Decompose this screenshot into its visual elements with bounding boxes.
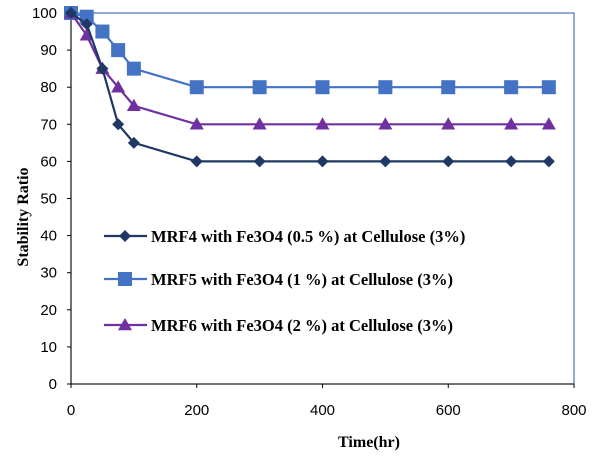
x-axis-ticks: 0 200 400 600 800 (67, 384, 587, 419)
data-point (541, 117, 556, 130)
y-axis-title: Stability Ratio (15, 167, 32, 266)
data-point (315, 80, 330, 95)
data-point (95, 24, 110, 39)
data-point (541, 80, 556, 95)
x-tick-label: 0 (67, 402, 75, 419)
data-point (316, 155, 329, 168)
data-point (504, 80, 519, 95)
y-tick-label: 90 (40, 42, 57, 59)
legend-item-3: MRF6 with Fe3O4 (2 %) at Cellulose (3%) (104, 316, 453, 335)
data-point (542, 155, 555, 168)
data-point (504, 117, 519, 130)
y-tick-label: 10 (40, 339, 57, 356)
y-tick-label: 100 (32, 5, 57, 22)
series-1 (65, 7, 555, 168)
y-tick-label: 20 (40, 302, 57, 319)
legend-item-1: MRF4 with Fe3O4 (0.5 %) at Cellulose (3%… (104, 227, 465, 246)
legend-swatch-marker (118, 272, 132, 286)
data-point (378, 80, 393, 95)
y-tick-label: 60 (40, 153, 57, 170)
data-point (189, 117, 204, 130)
data-point (112, 118, 125, 131)
y-tick-label: 70 (40, 116, 57, 133)
legend: MRF4 with Fe3O4 (0.5 %) at Cellulose (3%… (104, 227, 465, 335)
series-line (70, 12, 549, 126)
legend-label: MRF6 with Fe3O4 (2 %) at Cellulose (3%) (151, 316, 453, 335)
x-tick-label: 600 (436, 402, 461, 419)
data-point (127, 136, 140, 149)
legend-label: MRF4 with Fe3O4 (0.5 %) at Cellulose (3%… (151, 227, 465, 246)
y-tick-label: 30 (40, 265, 57, 282)
data-point (79, 9, 94, 24)
data-point (378, 117, 393, 130)
data-point (252, 80, 267, 95)
legend-swatch-marker (118, 318, 132, 331)
x-tick-label: 800 (561, 402, 586, 419)
data-point (190, 155, 203, 168)
data-point (441, 117, 456, 130)
data-point (189, 80, 204, 95)
data-point (441, 80, 456, 95)
data-point (442, 155, 455, 168)
y-tick-label: 50 (40, 191, 57, 208)
data-point (111, 43, 126, 58)
data-point (252, 117, 267, 130)
data-point (79, 28, 94, 41)
data-point (253, 155, 266, 168)
data-point (505, 155, 518, 168)
data-point (65, 7, 77, 19)
x-tick-label: 200 (184, 402, 209, 419)
data-point (379, 155, 392, 168)
y-tick-label: 0 (49, 376, 57, 393)
x-axis-title: Time(hr) (338, 434, 400, 451)
series-2 (64, 6, 556, 95)
series-layer (64, 6, 556, 168)
data-point (96, 62, 109, 75)
data-point (315, 117, 330, 130)
series-line (70, 12, 549, 163)
series-line (70, 11, 549, 89)
legend-label: MRF5 with Fe3O4 (1 %) at Cellulose (3%) (151, 270, 453, 289)
y-tick-label: 80 (40, 79, 57, 96)
legend-swatch-marker (119, 230, 131, 242)
data-point (111, 80, 126, 93)
data-point (80, 18, 93, 31)
y-axis-ticks: 0 10 20 30 40 50 60 70 80 90 100 (32, 5, 71, 393)
data-point (126, 61, 141, 76)
x-tick-label: 400 (310, 402, 335, 419)
y-tick-label: 40 (40, 228, 57, 245)
legend-item-2: MRF5 with Fe3O4 (1 %) at Cellulose (3%) (104, 270, 453, 289)
data-point (126, 98, 141, 111)
